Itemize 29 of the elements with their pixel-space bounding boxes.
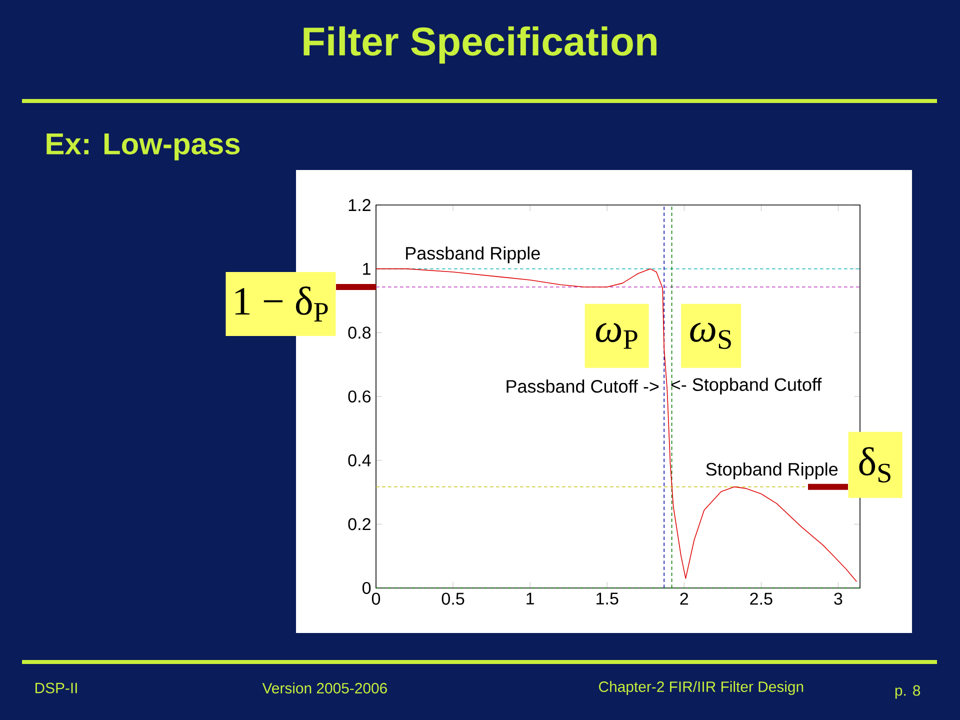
y-tick-label: 0.8 — [348, 326, 371, 339]
annotation: ω$_{P}$ — [596, 323, 638, 349]
chart-subtitle: Ex: Low-pass — [46, 134, 240, 160]
x-tick-label: 1 — [526, 592, 534, 604]
x-tick-label: 0 — [372, 592, 380, 605]
y-tick-label: 0.4 — [348, 454, 371, 466]
x-tick-label: 2.5 — [750, 592, 772, 605]
x-tick-label: 2 — [680, 592, 688, 605]
y-tick-label: 0.6 — [348, 390, 371, 403]
y-tick-label: 1.2 — [348, 199, 370, 211]
ref-line-label: Passband Cutoff -> — [506, 380, 659, 393]
annotation: ω$_{S}$ — [690, 322, 731, 349]
y-tick-label: 1 — [363, 262, 370, 275]
text: p. 8 — [895, 685, 920, 699]
line-series — [376, 268, 858, 582]
text: DSP-II — [35, 682, 77, 694]
x-tick-label: 0.5 — [442, 592, 464, 605]
y-tick-label: 0 — [362, 582, 371, 594]
chart-title: Filter Specification — [304, 26, 656, 64]
ref-line-label: Stopband Ripple — [706, 462, 838, 480]
x-tick-label: 1.5 — [596, 592, 618, 605]
x-tick-label: 3 — [834, 592, 842, 605]
annotation: δ$_{S}$ — [859, 447, 890, 483]
text: Chapter-2 FIR/IIR Filter Design — [599, 681, 804, 695]
ref-line-label: Passband Ripple — [406, 246, 540, 264]
annotation: 1 − δ$_{P}$ — [235, 286, 328, 322]
y-tick-label: 0.2 — [348, 518, 370, 530]
ref-line-label: <- Stopband Cutoff — [671, 378, 822, 395]
text: Version 2005-2006 — [262, 682, 387, 694]
